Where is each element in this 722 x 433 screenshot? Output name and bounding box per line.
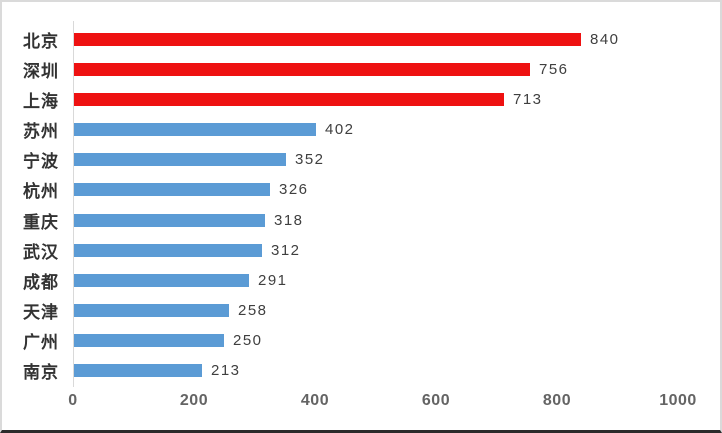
- bar-track: 840: [73, 24, 720, 54]
- value-label: 318: [274, 211, 304, 229]
- category-label: 成都: [23, 272, 59, 292]
- value-label: 312: [271, 241, 301, 259]
- bar: [73, 273, 249, 287]
- x-axis-tick-label: 1000: [659, 392, 697, 409]
- bar-row: 北京 840: [2, 24, 720, 54]
- category-label: 杭州: [23, 182, 59, 202]
- bar-rows: 北京 840 深圳 756 上海 713 苏州 402 宁波 352 杭州 326 重庆 318 武汉 312…: [2, 24, 720, 386]
- bar: [73, 62, 530, 76]
- bar-row: 天津 258: [2, 296, 720, 326]
- bar-track: 326: [73, 175, 720, 205]
- value-label: 213: [211, 362, 241, 380]
- bar-row: 杭州 326: [2, 175, 720, 205]
- bar: [73, 92, 504, 106]
- value-label: 402: [325, 121, 355, 139]
- category-label: 上海: [23, 91, 59, 111]
- y-axis-line: [73, 21, 74, 387]
- category-label: 北京: [23, 31, 59, 51]
- bar: [73, 364, 202, 378]
- bar-track: 312: [73, 235, 720, 265]
- bar: [73, 334, 224, 348]
- category-label: 苏州: [23, 122, 59, 142]
- bar-track: 352: [73, 145, 720, 175]
- bar-track: 713: [73, 84, 720, 114]
- x-axis: 0 200 400 600 800 1000: [2, 392, 720, 416]
- category-label: 宁波: [23, 152, 59, 172]
- bar: [73, 123, 316, 137]
- x-axis-tick-label: 0: [68, 392, 78, 409]
- category-label: 重庆: [23, 212, 59, 232]
- bar-row: 苏州 402: [2, 115, 720, 145]
- bar: [73, 153, 286, 167]
- bar: [73, 243, 262, 257]
- category-label: 天津: [23, 303, 59, 323]
- bar: [73, 304, 229, 318]
- bar-row: 重庆 318: [2, 205, 720, 235]
- x-axis-tick-label: 200: [179, 392, 209, 409]
- bar-row: 上海 713: [2, 84, 720, 114]
- x-axis-tick-label: 600: [421, 392, 451, 409]
- bar-track: 258: [73, 296, 720, 326]
- bar: [73, 32, 581, 46]
- bar-track: 402: [73, 115, 720, 145]
- bar-track: 213: [73, 356, 720, 386]
- category-label: 深圳: [23, 61, 59, 81]
- value-label: 250: [233, 332, 263, 350]
- bar-row: 南京 213: [2, 356, 720, 386]
- value-label: 291: [258, 271, 288, 289]
- value-label: 326: [279, 181, 309, 199]
- bar-row: 宁波 352: [2, 145, 720, 175]
- bar-row: 成都 291: [2, 265, 720, 295]
- bar: [73, 183, 270, 197]
- bar: [73, 213, 265, 227]
- x-axis-tick-label: 400: [300, 392, 330, 409]
- bar-row: 武汉 312: [2, 235, 720, 265]
- value-label: 258: [238, 302, 268, 320]
- value-label: 713: [513, 90, 543, 108]
- bar-track: 318: [73, 205, 720, 235]
- category-label: 武汉: [23, 242, 59, 262]
- bar-row: 深圳 756: [2, 54, 720, 84]
- bar-track: 250: [73, 326, 720, 356]
- category-label: 南京: [23, 363, 59, 383]
- bar-track: 291: [73, 265, 720, 295]
- bar-track: 756: [73, 54, 720, 84]
- value-label: 840: [590, 30, 620, 48]
- value-label: 756: [539, 60, 569, 78]
- bar-row: 广州 250: [2, 326, 720, 356]
- category-label: 广州: [23, 333, 59, 353]
- value-label: 352: [295, 151, 325, 169]
- x-axis-tick-label: 800: [542, 392, 572, 409]
